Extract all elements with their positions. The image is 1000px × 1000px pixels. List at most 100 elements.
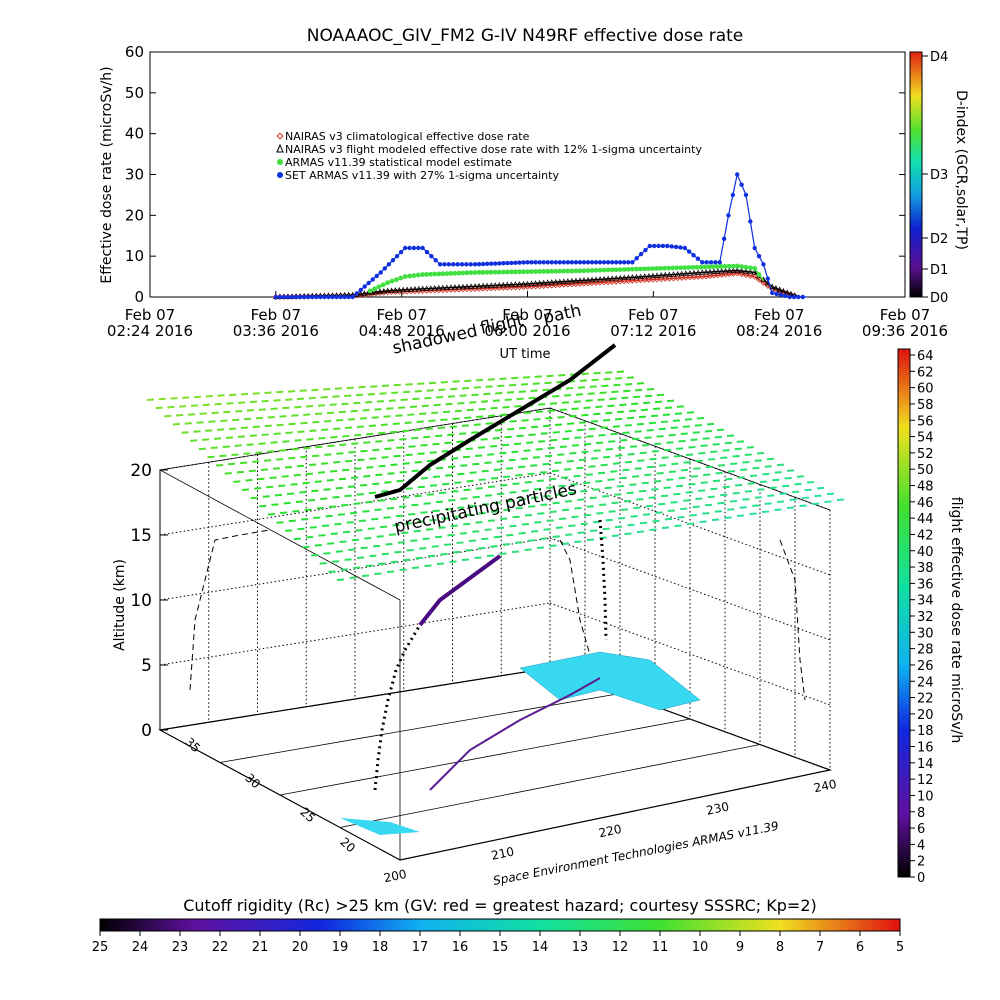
set-armas-point bbox=[370, 277, 375, 282]
particle-arrow bbox=[445, 474, 453, 477]
armas-stat-point bbox=[440, 271, 446, 277]
set-armas-point bbox=[374, 273, 379, 279]
particle-arrow bbox=[764, 502, 772, 505]
particle-arrow bbox=[399, 568, 407, 571]
particle-arrow bbox=[660, 420, 669, 424]
particle-arrow bbox=[495, 391, 503, 395]
particle-arrow bbox=[398, 406, 406, 409]
particle-arrow bbox=[457, 472, 465, 476]
particle-arrow bbox=[632, 475, 640, 478]
nairas-clim-point bbox=[431, 287, 438, 294]
particle-arrow bbox=[205, 429, 213, 432]
particle-arrow bbox=[336, 578, 345, 581]
particle-arrow bbox=[431, 411, 439, 415]
armas-stat-point bbox=[545, 268, 551, 274]
particle-arrow bbox=[551, 469, 559, 473]
particle-arrow bbox=[509, 383, 517, 387]
particle-arrow bbox=[569, 414, 577, 418]
nairas-model-point bbox=[536, 279, 543, 286]
particle-arrow bbox=[276, 390, 284, 394]
particle-arrow bbox=[579, 379, 587, 382]
particle-arrow bbox=[527, 539, 535, 542]
set-armas-point bbox=[721, 236, 727, 242]
particle-arrow bbox=[438, 526, 446, 529]
particle-arrow bbox=[598, 433, 606, 437]
dose-colorbar-tick-label: 52 bbox=[917, 447, 934, 462]
armas-stat-point bbox=[593, 267, 599, 273]
nairas-model-point bbox=[747, 268, 754, 275]
armas-stat-point bbox=[686, 265, 692, 270]
particle-arrow bbox=[492, 399, 500, 402]
particle-arrow bbox=[742, 498, 750, 501]
particle-arrow bbox=[355, 393, 364, 397]
particle-arrow bbox=[649, 528, 657, 531]
particle-arrow bbox=[492, 436, 500, 440]
particle-arrow bbox=[345, 426, 353, 429]
particle-arrow bbox=[601, 494, 610, 498]
particle-arrow bbox=[484, 461, 492, 464]
particle-arrow bbox=[693, 467, 701, 470]
armas-stat-point bbox=[565, 268, 571, 274]
nairas-model-point bbox=[601, 275, 608, 282]
particle-arrow bbox=[644, 436, 652, 439]
particle-arrow bbox=[464, 416, 472, 420]
set-armas-point bbox=[382, 266, 387, 271]
particle-arrow bbox=[633, 506, 641, 510]
particle-arrow bbox=[622, 468, 630, 472]
particle-arrow bbox=[732, 455, 740, 458]
particle-arrow bbox=[417, 520, 425, 524]
particle-arrow bbox=[433, 403, 441, 407]
particle-arrow bbox=[690, 438, 698, 442]
particle-arrow bbox=[593, 371, 601, 375]
particle-arrow bbox=[327, 444, 335, 448]
particle-arrow bbox=[350, 409, 358, 413]
particle-arrow bbox=[457, 401, 465, 405]
particle-arrow bbox=[487, 519, 495, 522]
particle-arrow bbox=[323, 552, 331, 555]
particle-arrow bbox=[710, 450, 718, 454]
particle-arrow bbox=[556, 380, 564, 384]
set-armas-point bbox=[565, 260, 571, 265]
armas-stat-point bbox=[557, 268, 563, 274]
particle-arrow bbox=[223, 410, 231, 414]
particle-arrow bbox=[436, 562, 445, 565]
nairas-model-point bbox=[431, 285, 438, 291]
set-armas-point bbox=[647, 243, 653, 249]
particle-arrow bbox=[365, 400, 373, 404]
rigidity-contour-patch-small bbox=[340, 818, 420, 835]
armas-stat-point bbox=[646, 266, 651, 272]
particle-arrow bbox=[261, 399, 269, 403]
particle-arrow bbox=[580, 522, 588, 526]
armas-stat-point bbox=[464, 270, 470, 276]
nairas-model-point bbox=[743, 268, 749, 274]
particle-arrow bbox=[682, 499, 691, 502]
particle-arrow bbox=[639, 451, 647, 455]
3d-z-axis-label: Altitude (km) bbox=[112, 559, 128, 651]
particle-arrow bbox=[252, 425, 260, 429]
nairas-clim-point bbox=[504, 284, 511, 291]
particle-arrow bbox=[259, 504, 267, 508]
set-armas-point bbox=[476, 261, 482, 267]
set-armas-point bbox=[660, 243, 666, 249]
set-armas-point bbox=[424, 249, 430, 255]
particle-arrow bbox=[468, 539, 476, 543]
particle-arrow bbox=[655, 511, 663, 514]
particle-arrow bbox=[313, 516, 321, 519]
particle-arrow bbox=[367, 527, 375, 530]
particle-arrow bbox=[466, 408, 474, 412]
particle-arrow bbox=[305, 472, 313, 476]
particle-arrow bbox=[429, 484, 438, 487]
nairas-clim-point bbox=[686, 274, 694, 281]
particle-arrow bbox=[507, 427, 515, 431]
particle-arrow bbox=[546, 374, 554, 378]
armas-stat-point bbox=[609, 267, 615, 273]
particle-arrow bbox=[727, 470, 735, 473]
rigidity-colorbar-tick-label: 8 bbox=[776, 940, 784, 955]
particle-arrow bbox=[642, 443, 650, 447]
particle-arrow bbox=[784, 476, 792, 480]
particle-arrow bbox=[552, 394, 560, 398]
particle-arrow bbox=[616, 370, 625, 373]
particle-arrow bbox=[370, 385, 378, 388]
set-armas-point bbox=[402, 245, 408, 251]
particle-arrow bbox=[545, 417, 553, 420]
